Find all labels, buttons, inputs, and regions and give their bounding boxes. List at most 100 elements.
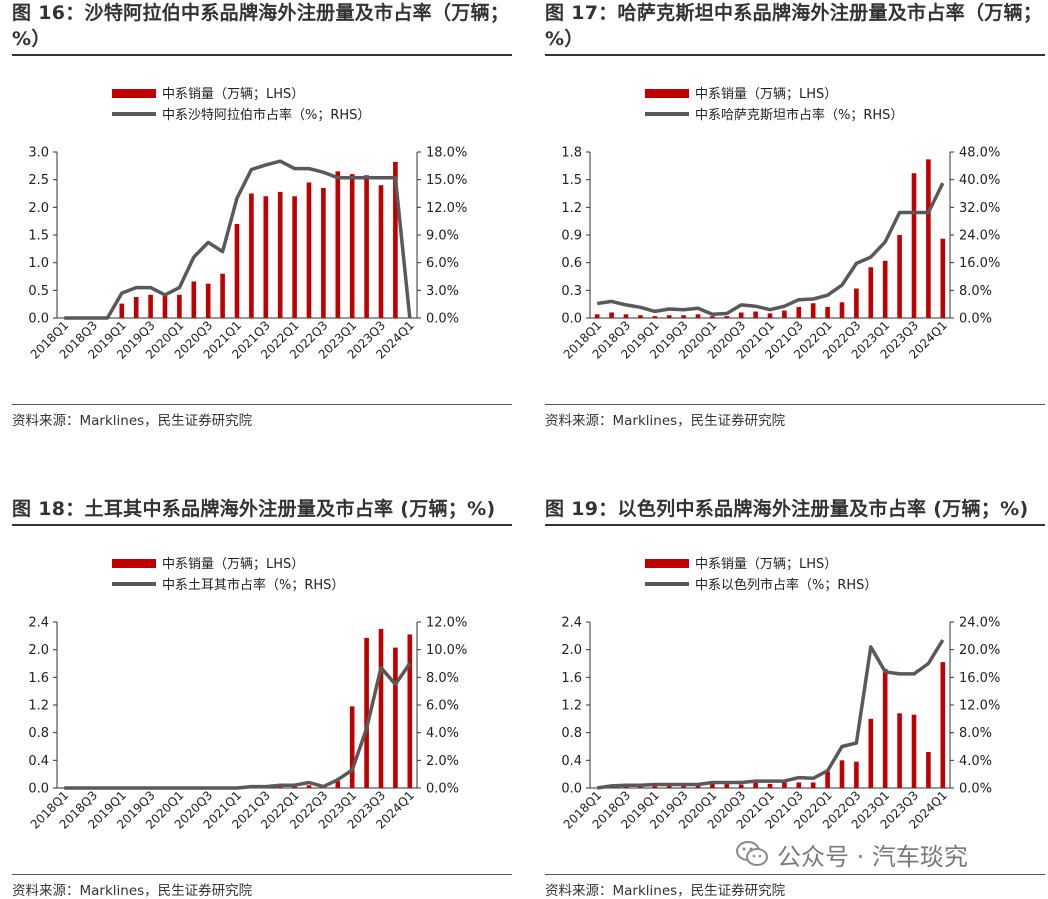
source-note: 资料来源：Marklines，民生证券研究院 [12, 404, 512, 429]
bar [378, 185, 384, 318]
y-tick-label-right: 40.0% [959, 173, 1000, 188]
legend-swatch-bar [645, 89, 689, 98]
legend-label-line: 中系以色列市占率（%；RHS） [695, 577, 877, 593]
y-tick-label-left: 1.5 [28, 229, 49, 244]
legend: 中系销量（万辆；LHS） 中系土耳其市占率（%；RHS） [112, 557, 344, 593]
bar [162, 295, 168, 318]
chart-panel-kazakhstan: 图 17：哈萨克斯坦中系品牌海外注册量及市占率（万辆；%） 中系销量（万辆；LH… [545, 0, 1045, 429]
source-note: 资料来源：Marklines，民生证券研究院 [545, 874, 1045, 899]
legend-swatch-bar [645, 559, 689, 568]
bar [753, 311, 758, 318]
legend-label-line: 中系哈萨克斯坦市占率（%；RHS） [695, 107, 903, 123]
bar [666, 315, 672, 318]
bar [868, 718, 874, 788]
chart-title: 图 18：土耳其中系品牌海外注册量及市占率 (万辆；%) [12, 470, 512, 526]
y-tick-label-right: 48.0% [959, 146, 1000, 161]
bar [782, 310, 787, 318]
y-tick-label-left: 2.5 [28, 173, 49, 188]
bar [926, 159, 931, 318]
y-tick-label-right: 24.0% [959, 616, 1000, 631]
y-tick-label-left: 1.8 [561, 146, 582, 161]
watermark: 公众号 · 汽车琰究 [735, 836, 1035, 872]
y-tick-label-left: 2.4 [28, 616, 49, 631]
y-tick-label-right: 12.0% [959, 699, 1000, 714]
legend: 中系销量（万辆；LHS） 中系以色列市占率（%；RHS） [645, 557, 877, 593]
bar [710, 316, 715, 318]
legend: 中系销量（万辆；LHS） 中系哈萨克斯坦市占率（%；RHS） [645, 87, 903, 123]
bar [753, 782, 758, 788]
y-tick-label-left: 0.6 [561, 256, 582, 271]
y-tick-label-left: 0.5 [28, 284, 49, 299]
bar [882, 260, 888, 318]
bar [407, 634, 413, 788]
bar [897, 235, 902, 318]
legend-label-bar: 中系销量（万辆；LHS） [695, 557, 837, 572]
chart-saudi: 中系销量（万辆；LHS） 中系沙特阿拉伯市占率（%；RHS） 0.0 0.5 1.0 1.… [28, 87, 468, 362]
bar [854, 761, 859, 788]
bar [652, 316, 658, 318]
legend: 中系销量（万辆；LHS） 中系沙特阿拉伯市占率（%；RHS） [112, 87, 370, 123]
bar [926, 752, 931, 788]
chart-title: 图 17：哈萨克斯坦中系品牌海外注册量及市占率（万辆；%） [545, 0, 1045, 56]
y-tick-label-right: 2.0% [426, 754, 459, 769]
bar [594, 314, 600, 318]
y-tick-label-right: 32.0% [959, 201, 1000, 216]
bar [724, 783, 730, 788]
y-tick-label-left: 1.0 [28, 256, 49, 271]
y-tick-label-right: 12.0% [426, 201, 467, 216]
bar [810, 303, 816, 318]
bar [177, 294, 182, 318]
legend-label-line: 中系土耳其市占率（%；RHS） [162, 577, 344, 593]
y-tick-label-right: 15.0% [426, 173, 467, 188]
bar [306, 785, 312, 788]
bar [306, 182, 312, 318]
chart-panel-israel: 图 19：以色列中系品牌海外注册量及市占率 (万辆；%) 中系销量（万辆；LHS… [545, 470, 1045, 899]
y-tick-label-right: 18.0% [426, 146, 467, 161]
y-tick-label-right: 12.0% [426, 616, 467, 631]
bar [378, 628, 384, 788]
chart-title: 图 16：沙特阿拉伯中系品牌海外注册量及市占率（万辆；%） [12, 0, 512, 56]
bar [738, 784, 744, 788]
bar [738, 312, 744, 318]
watermark-text: 公众号 · 汽车琰究 [777, 842, 968, 871]
bar [940, 238, 946, 318]
legend-label-bar: 中系销量（万辆；LHS） [162, 87, 304, 102]
y-tick-label-left: 1.2 [561, 201, 582, 216]
y-tick-label-left: 0.0 [561, 312, 582, 327]
y-tick-label-right: 4.0% [959, 754, 992, 769]
y-tick-label-left: 1.2 [561, 699, 582, 714]
bar [940, 662, 946, 788]
y-tick-label-left: 2.0 [561, 643, 582, 658]
legend-label-bar: 中系销量（万辆；LHS） [162, 557, 304, 572]
source-note: 资料来源：Marklines，民生证券研究院 [545, 404, 1045, 429]
bar [681, 785, 686, 788]
bar [666, 785, 672, 788]
y-tick-label-left: 0.0 [28, 312, 49, 327]
y-tick-label-left: 0.3 [561, 284, 582, 299]
y-tick-label-right: 8.0% [426, 671, 459, 686]
y-tick-label-left: 1.6 [28, 671, 49, 686]
bar [782, 781, 787, 788]
y-tick-label-right: 24.0% [959, 229, 1000, 244]
bar [349, 706, 355, 788]
bar [148, 294, 153, 318]
bar [911, 714, 917, 788]
y-tick-label-left: 0.9 [561, 229, 582, 244]
bar [292, 196, 297, 318]
bar [321, 187, 326, 318]
bar [796, 782, 802, 788]
chart-panel-turkey: 图 18：土耳其中系品牌海外注册量及市占率 (万辆；%) 中系销量（万辆；LHS… [12, 470, 512, 899]
y-tick-label-right: 3.0% [426, 284, 459, 299]
bar [133, 296, 139, 318]
bar [335, 171, 341, 318]
bar [393, 647, 398, 788]
legend-label-line: 中系沙特阿拉伯市占率（%；RHS） [162, 107, 370, 123]
bar [249, 193, 254, 318]
legend-swatch-bar [112, 89, 156, 98]
y-tick-label-left: 2.0 [28, 201, 49, 216]
bar [710, 783, 715, 788]
bar [868, 267, 874, 318]
bar [277, 786, 283, 788]
chart-turkey: 中系销量（万辆；LHS） 中系土耳其市占率（%；RHS） 0.0 0.4 0.8 1.2 1… [28, 557, 468, 832]
y-tick-label-right: 0.0% [959, 312, 992, 327]
